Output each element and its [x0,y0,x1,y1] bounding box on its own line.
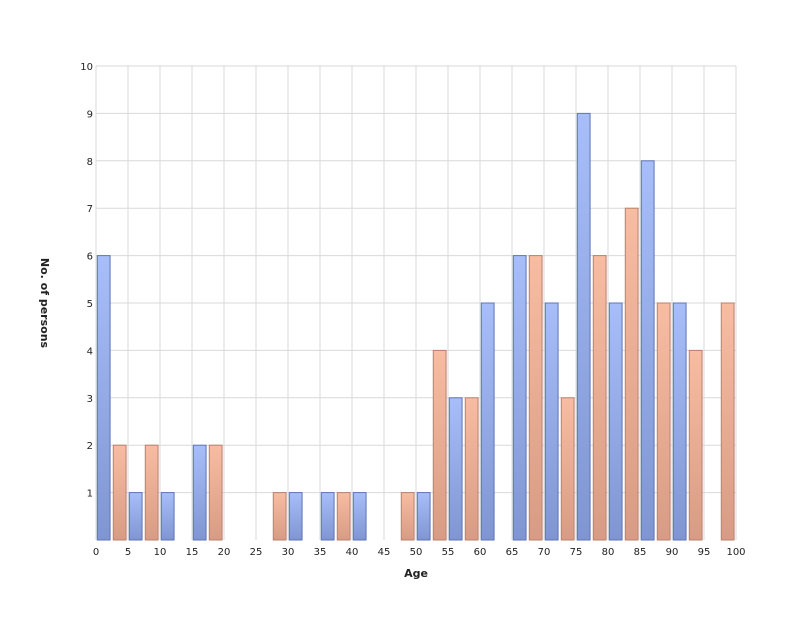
x-tick-label: 85 [634,547,647,558]
bar-orange [656,302,671,541]
y-tick-label: 9 [87,109,93,120]
bar-blue [352,492,367,541]
y-tick-label: 2 [87,441,93,452]
x-tick-label: 80 [602,547,615,558]
bar-blue [320,492,335,541]
bar-blue [192,444,207,541]
bar-blue [160,492,175,541]
x-tick-label: 15 [186,547,199,558]
bar-blue [608,302,623,541]
bar-orange [624,207,639,541]
bar-orange [432,349,447,541]
bar-blue [640,160,655,541]
x-tick-label: 70 [538,547,551,558]
bar-blue [512,255,527,541]
x-axis-title: Age [404,567,428,580]
x-tick-label: 75 [570,547,583,558]
x-tick-label: 40 [346,547,359,558]
x-tick-label: 90 [666,547,679,558]
x-tick-label: 55 [442,547,455,558]
y-tick-label: 6 [87,252,93,263]
x-tick-label: 20 [218,547,231,558]
x-tick-label: 5 [125,547,131,558]
y-tick-label: 7 [87,204,93,215]
grid [95,65,737,540]
bar-orange [688,349,703,541]
y-axis-title: No. of persons [38,258,51,349]
y-tick-label: 1 [87,489,93,500]
bar-blue [128,492,143,541]
bar-blue [576,112,591,541]
y-tick-label: 8 [87,157,93,168]
bar-blue [288,492,303,541]
y-tick-label: 10 [80,62,93,73]
bar-orange [720,302,735,541]
bar-orange [144,444,159,541]
y-tick-label: 4 [87,346,93,357]
bars [96,112,735,541]
bar-blue [544,302,559,541]
x-tick-label: 30 [282,547,295,558]
bar-orange [336,492,351,541]
bar-blue [448,397,463,541]
x-tick-label: 45 [378,547,391,558]
x-tick-label: 65 [506,547,519,558]
bar-orange [272,492,287,541]
bar-orange [560,397,575,541]
bar-orange [528,255,543,541]
bar-orange [464,397,479,541]
bar-blue [416,492,431,541]
x-tick-label: 0 [93,547,99,558]
bar-orange [400,492,415,541]
bar-orange [208,444,223,541]
x-tick-label: 25 [250,547,263,558]
bar-blue [672,302,687,541]
tick-labels: 0 5 10 15 20 25 30 35 40 45 50 55 60 65 70 75 80 85 90 95 10… [80,62,745,558]
y-tick-label: 3 [87,394,93,405]
bar-blue [96,255,111,541]
bar-orange [592,255,607,541]
bar-blue [480,302,495,541]
x-tick-label: 95 [698,547,711,558]
x-tick-label: 35 [314,547,327,558]
x-tick-label: 50 [410,547,423,558]
x-tick-label: 100 [726,547,745,558]
x-tick-label: 60 [474,547,487,558]
bar-orange [112,444,127,541]
x-tick-label: 10 [154,547,167,558]
y-tick-label: 5 [87,299,93,310]
